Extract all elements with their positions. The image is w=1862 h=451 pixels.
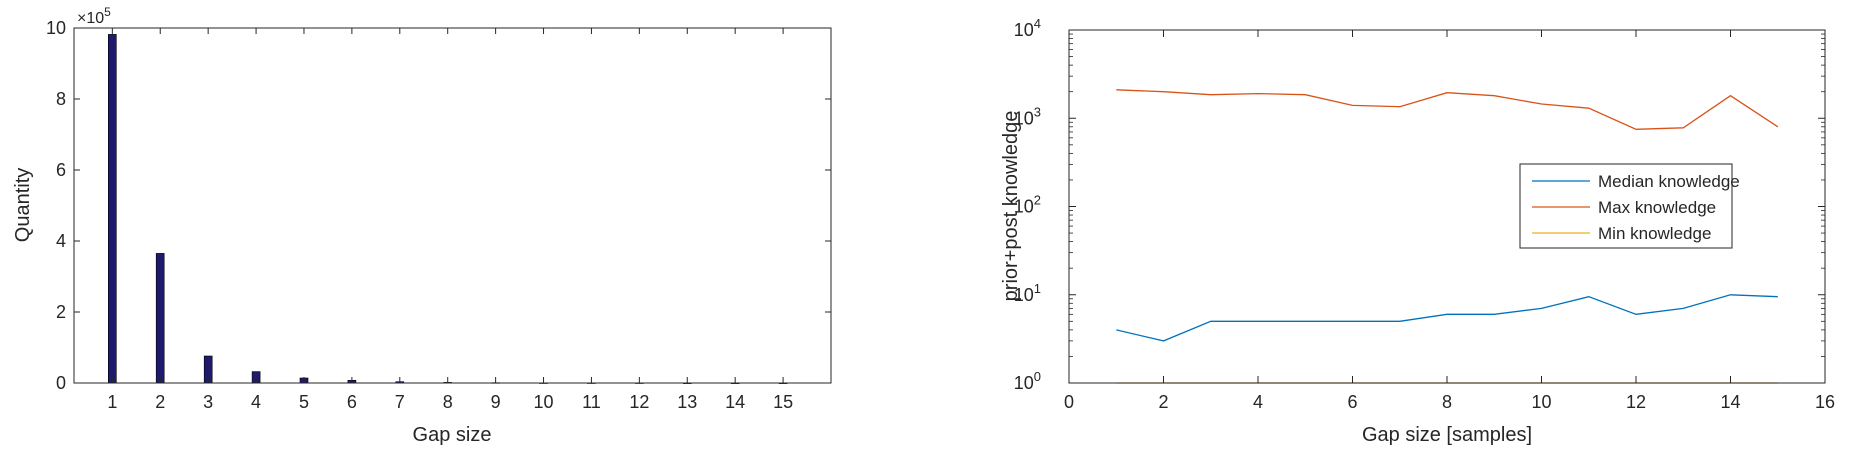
x-tick-label: 6: [347, 392, 357, 412]
y-tick-label: 101: [1014, 281, 1041, 305]
bar-chart-plot-area: [74, 28, 831, 383]
line-chart-y-axis-label: prior+post knowledge: [1000, 111, 1022, 302]
y-tick-label: 0: [56, 373, 66, 393]
line-chart-y-ticks: 100 101 102 103 104: [1014, 16, 1825, 393]
x-tick-label: 2: [155, 392, 165, 412]
x-tick-label: 13: [677, 392, 697, 412]
y-tick-label: 4: [56, 231, 66, 251]
x-tick-label: 5: [299, 392, 309, 412]
bar-chart-axes-box: [73, 27, 832, 384]
x-tick-label: 2: [1158, 392, 1168, 412]
y-tick-label: 103: [1014, 104, 1041, 128]
x-tick-label: 10: [1531, 392, 1551, 412]
series-line-max: [1116, 89, 1779, 130]
x-tick-label: 4: [1253, 392, 1263, 412]
bar-2: [155, 253, 165, 384]
bar-chart-x-axis-label: Gap size: [413, 424, 492, 446]
line-chart-x-axis-label: Gap size [samples]: [1362, 424, 1532, 446]
x-tick-label: 16: [1815, 392, 1835, 412]
x-tick-label: 4: [251, 392, 261, 412]
legend-box: [1519, 163, 1733, 249]
legend-entry-min: Min knowledge: [1532, 224, 1711, 243]
x-tick-label: 9: [491, 392, 501, 412]
y-tick-label: 10: [46, 18, 66, 38]
bar-chart-x-ticks: 1 2 3 4 5 6 7 8 9 10 11 12 13 14 15: [107, 28, 793, 412]
x-tick-label: 3: [203, 392, 213, 412]
legend-label-min: Min knowledge: [1598, 224, 1711, 243]
bar-1: [108, 34, 117, 384]
x-tick-label: 14: [1720, 392, 1740, 412]
x-tick-label: 10: [534, 392, 554, 412]
x-tick-label: 14: [725, 392, 745, 412]
y-tick-label: 100: [1014, 369, 1041, 393]
y-tick-label: 6: [56, 160, 66, 180]
line-chart: 100 101 102 103 104 0 2 4 6 8 10 12 14 16 Gap size […: [1000, 16, 1835, 446]
x-tick-label: 1: [107, 392, 117, 412]
legend-entry-max: Max knowledge: [1532, 198, 1716, 217]
legend-label-max: Max knowledge: [1598, 198, 1716, 217]
x-tick-label: 12: [1626, 392, 1646, 412]
x-tick-label: 15: [773, 392, 793, 412]
x-tick-label: 8: [443, 392, 453, 412]
legend-entry-median: Median knowledge: [1532, 172, 1740, 191]
bar-chart-y-ticks: 0 2 4 6 8 10: [46, 18, 831, 393]
y-tick-label: 104: [1014, 16, 1041, 40]
x-tick-label: 12: [629, 392, 649, 412]
line-chart-x-ticks: 0 2 4 6 8 10 12 14 16: [1064, 30, 1835, 412]
bar-chart-y-axis-label: Quantity: [12, 168, 34, 242]
x-tick-label: 6: [1347, 392, 1357, 412]
x-tick-label: 7: [395, 392, 405, 412]
x-tick-label: 0: [1064, 392, 1074, 412]
y-tick-label: 8: [56, 89, 66, 109]
line-chart-legend: Median knowledge Max knowledge Min knowl…: [1519, 163, 1740, 249]
y-tick-label: 102: [1014, 193, 1041, 217]
legend-label-median: Median knowledge: [1598, 172, 1740, 191]
series-line-median: [1116, 294, 1778, 342]
x-tick-label: 11: [582, 392, 601, 412]
bar-chart-exponent-label: ×105: [77, 5, 111, 27]
y-tick-label: 2: [56, 302, 66, 322]
x-tick-label: 8: [1442, 392, 1452, 412]
